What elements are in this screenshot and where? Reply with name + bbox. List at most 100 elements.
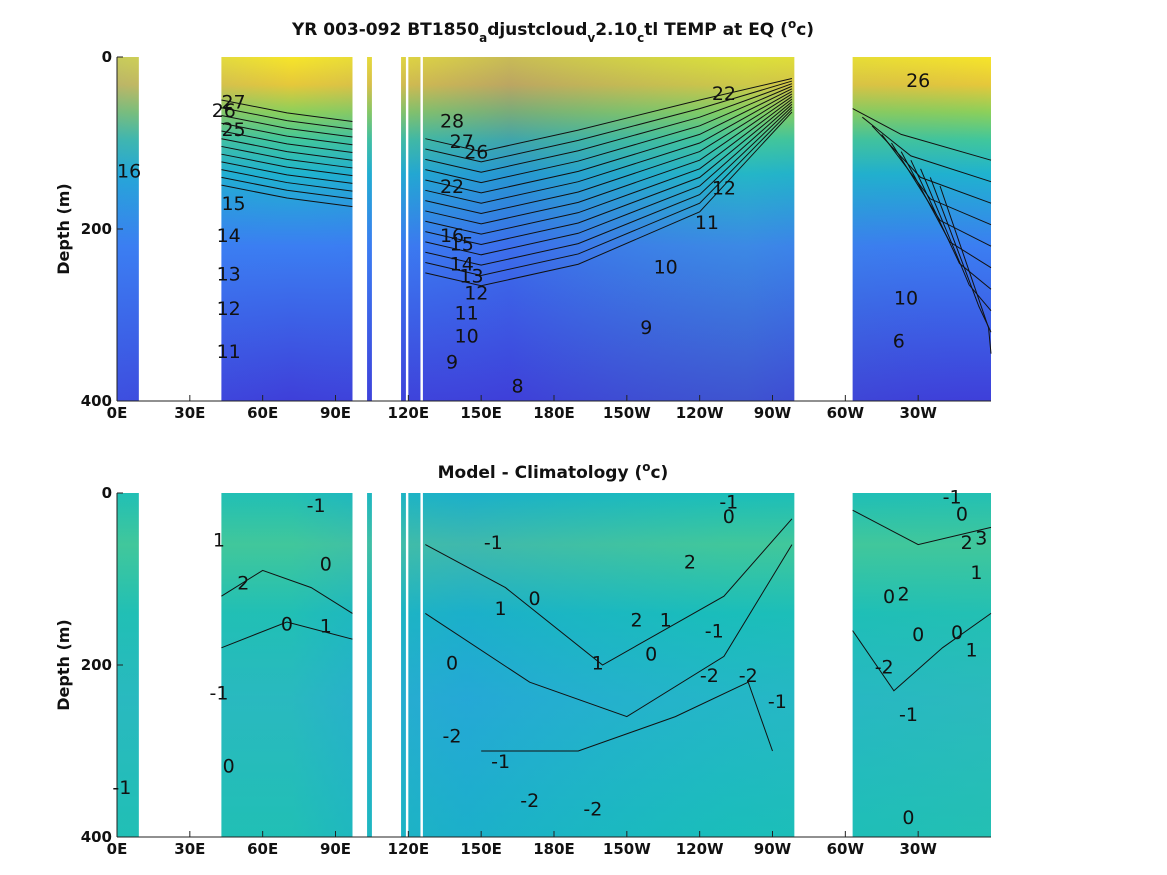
contour-label: 12 [217, 298, 241, 320]
contour-label: 26 [464, 141, 488, 163]
contour-label: 11 [695, 212, 719, 234]
contour-label: 11 [455, 302, 479, 324]
x-tick-label: 60E [247, 404, 278, 422]
contour-label: -1 [943, 486, 962, 508]
contour-label: 15 [450, 234, 474, 256]
x-tick-label: 150E [460, 840, 502, 858]
contour-label: 1 [970, 562, 982, 584]
panel-title: YR 003-092 BT1850adjustcloudv2.10ctl TEM… [291, 17, 814, 45]
contour-label: 2 [630, 609, 642, 631]
contour-label: 11 [217, 341, 241, 363]
panel-2: 0E 30E 60E 90E 120E 150E 180E 150W 120W 90W 60W 30W… [54, 460, 992, 858]
contour-label: 15 [221, 193, 245, 215]
x-tick-label: 30W [899, 840, 937, 858]
contour-label: 0 [723, 506, 735, 528]
contour-label: 6 [893, 331, 905, 353]
contour-label: 27 [221, 92, 245, 114]
contour-label: 0 [902, 807, 914, 829]
x-tick-label: 60W [827, 404, 865, 422]
contour-label: 12 [464, 283, 488, 305]
contour-label: 28 [440, 111, 464, 133]
contour-label: 2 [237, 572, 249, 594]
x-tick-label: 120E [388, 404, 430, 422]
contour-label: 22 [440, 176, 464, 198]
contour-label: -1 [307, 495, 326, 517]
contour-label: -1 [491, 751, 510, 773]
contour-label: 0 [645, 644, 657, 666]
y-axis-label: Depth (m) [54, 183, 73, 275]
contour-label: 1 [660, 609, 672, 631]
land-mask [420, 56, 423, 402]
contour-label: 8 [512, 375, 524, 397]
x-tick-label: 0E [107, 404, 128, 422]
contour-label: 0 [912, 624, 924, 646]
contour-lines [221, 78, 992, 354]
contour-label: 3 [975, 528, 987, 550]
x-tick-label: 30E [174, 840, 205, 858]
y-tick-label: 400 [81, 828, 112, 846]
contour-label: 0 [951, 622, 963, 644]
contour-label: 10 [894, 288, 918, 310]
contour-label: -2 [520, 790, 539, 812]
contour-label: -2 [700, 665, 719, 687]
contour-label: 13 [217, 264, 241, 286]
y-tick-label: 0 [102, 48, 112, 66]
contour-label: 14 [217, 225, 241, 247]
y-tick-label: 0 [102, 484, 112, 502]
x-tick-label: 180E [533, 404, 575, 422]
x-tick-label: 30W [899, 404, 937, 422]
contour-label: -2 [739, 665, 758, 687]
land-mask [794, 492, 853, 838]
contour-label: 1 [592, 652, 604, 674]
x-tick-label: 150W [603, 404, 651, 422]
y-tick-label: 200 [81, 656, 112, 674]
contour-label: 0 [446, 652, 458, 674]
contour-label: 0 [320, 553, 332, 575]
contour-label: 2 [684, 552, 696, 574]
contour-label: 0 [223, 756, 235, 778]
land-mask [352, 492, 368, 838]
contour-label: -1 [112, 777, 131, 799]
contour-label: 10 [654, 257, 678, 279]
contour-label: -1 [899, 704, 918, 726]
panel-title: Model - Climatology (oc) [438, 460, 669, 483]
land-mask [405, 56, 409, 402]
contour-label: -2 [583, 799, 602, 821]
contour-label: -1 [209, 682, 228, 704]
contour-label: -1 [705, 620, 724, 642]
contour-label: 12 [712, 178, 736, 200]
x-tick-label: 120W [676, 840, 724, 858]
land-mask [371, 492, 402, 838]
contour-label: 0 [883, 586, 895, 608]
y-tick-label: 200 [81, 220, 112, 238]
panel-1: 0E 30E 60E 90E 120E 150E 180E 150W 120W 90W 60W 30W… [54, 17, 992, 422]
x-tick-label: 90W [754, 404, 792, 422]
land-mask [405, 492, 409, 838]
contour-label: -2 [443, 725, 462, 747]
contour-label: 10 [455, 326, 479, 348]
x-tick-label: 30E [174, 404, 205, 422]
land-mask [794, 56, 853, 402]
x-tick-label: 90E [320, 404, 351, 422]
x-tick-label: 0E [107, 840, 128, 858]
contour-label: 0 [956, 504, 968, 526]
contour-label: 0 [529, 588, 541, 610]
contour-label: 2 [898, 584, 910, 606]
contour-label: -2 [875, 657, 894, 679]
contour-label: 13 [459, 265, 483, 287]
x-tick-label: 90W [754, 840, 792, 858]
x-tick-label: 180E [533, 840, 575, 858]
contour-label: 22 [712, 83, 736, 105]
contour-label: 25 [221, 119, 245, 141]
x-tick-label: 150W [603, 840, 651, 858]
contour-label: 1 [495, 598, 507, 620]
contour-lines [221, 509, 992, 752]
contour-label: 9 [446, 351, 458, 373]
x-tick-label: 90E [320, 840, 351, 858]
contour-label: 26 [906, 70, 930, 92]
contour-label: 1 [966, 639, 978, 661]
x-tick-label: 120W [676, 404, 724, 422]
contour-label: 27 [450, 131, 474, 153]
contour-label: 16 [117, 160, 141, 182]
